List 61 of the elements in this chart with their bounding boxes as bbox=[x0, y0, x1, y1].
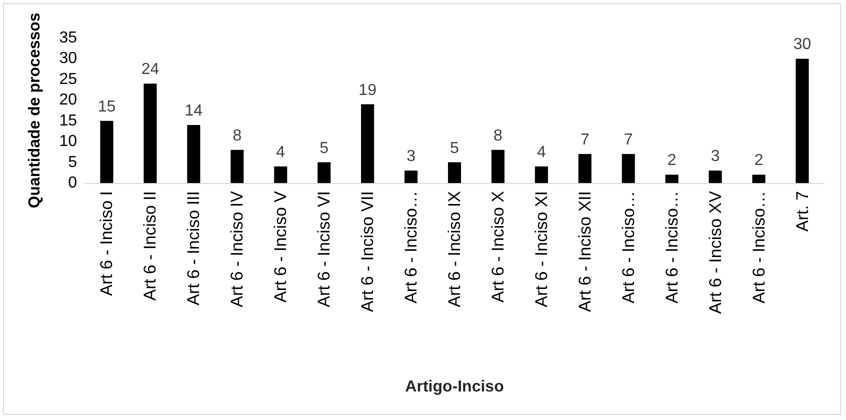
x-tick-label: Art 6 - Inciso… bbox=[662, 191, 682, 304]
data-label: 4 bbox=[276, 144, 286, 161]
data-label: 5 bbox=[450, 140, 460, 157]
bar bbox=[404, 170, 418, 183]
data-label: 7 bbox=[580, 132, 590, 148]
data-label: 2 bbox=[667, 152, 676, 170]
bar bbox=[318, 162, 331, 183]
data-label: 30 bbox=[793, 36, 812, 54]
x-tick-label: Art 6 - Inciso III bbox=[184, 191, 204, 306]
data-label: 7 bbox=[624, 132, 633, 148]
data-label: 24 bbox=[141, 61, 160, 78]
data-label: 3 bbox=[710, 148, 720, 166]
bar bbox=[796, 58, 809, 183]
bar bbox=[534, 166, 548, 183]
x-tick-label: Art 6 - Inciso VII bbox=[358, 191, 378, 312]
x-tick-label: Art 6 - Inciso XII bbox=[575, 191, 594, 312]
bar bbox=[491, 150, 504, 183]
data-label: 5 bbox=[320, 140, 329, 157]
x-tick-label: Art 6 - Inciso VI bbox=[314, 191, 334, 308]
y-tick-label: 0 bbox=[68, 174, 78, 192]
x-tick-label: Art 6 - Inciso… bbox=[749, 191, 768, 304]
bar bbox=[752, 174, 766, 183]
x-tick-label: Art 6 - Inciso IV bbox=[228, 190, 247, 308]
y-tick-label: 20 bbox=[59, 92, 78, 109]
bar bbox=[274, 166, 288, 183]
x-tick-label: Art 6 - Inciso XV bbox=[706, 190, 725, 314]
bar bbox=[622, 154, 635, 183]
data-label: 19 bbox=[358, 82, 377, 99]
y-tick-label: 10 bbox=[59, 133, 78, 150]
y-axis-title: Quantidade de processos bbox=[26, 12, 44, 208]
bar bbox=[100, 120, 114, 183]
data-label: 2 bbox=[754, 152, 764, 170]
y-tick-label: 30 bbox=[59, 50, 78, 68]
bar bbox=[144, 84, 157, 183]
bar bbox=[578, 154, 592, 183]
y-tick-label: 5 bbox=[68, 154, 78, 171]
x-tick-label: Art 6 - Inciso I bbox=[97, 191, 116, 296]
bar bbox=[665, 174, 678, 183]
x-tick-label: Art 6 - Inciso… bbox=[402, 191, 421, 304]
y-tick-label: 25 bbox=[59, 70, 78, 88]
data-label: 4 bbox=[536, 144, 546, 161]
bar bbox=[708, 170, 722, 183]
data-label: 8 bbox=[494, 127, 503, 144]
x-tick-label: Art. 7 bbox=[792, 191, 812, 232]
bar bbox=[361, 104, 374, 183]
x-tick-label: Art 6 - Inciso II bbox=[140, 191, 160, 301]
x-tick-label: Art 6 - Inciso X bbox=[488, 191, 508, 302]
bar bbox=[187, 125, 200, 183]
x-tick-label: Art 6 - Inciso XI bbox=[532, 191, 551, 308]
data-label: 3 bbox=[406, 148, 416, 166]
bar bbox=[230, 150, 244, 183]
x-tick-label: Art 6 - Inciso IX bbox=[445, 191, 464, 308]
x-axis-title: Artigo-Inciso bbox=[405, 378, 504, 396]
data-label: 14 bbox=[184, 102, 203, 120]
bar bbox=[448, 162, 462, 183]
data-label: 15 bbox=[98, 98, 116, 116]
x-tick-label: Art 6 - Inciso V bbox=[271, 190, 290, 302]
y-tick-label: 35 bbox=[59, 30, 78, 46]
data-label: 8 bbox=[232, 127, 242, 144]
y-tick-label: 15 bbox=[59, 112, 78, 130]
x-tick-label: Art 6 - Inciso… bbox=[618, 191, 638, 304]
